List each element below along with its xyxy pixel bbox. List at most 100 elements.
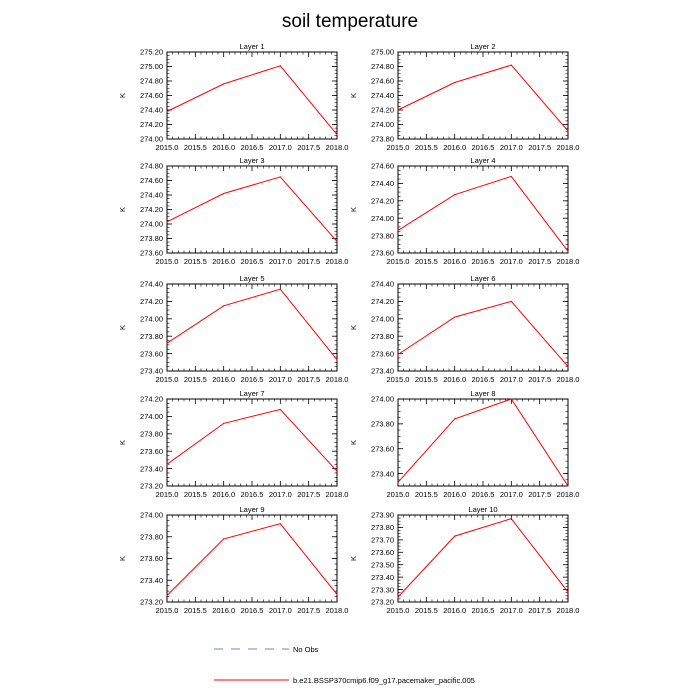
x-tick-label: 2016.0 (212, 143, 235, 152)
panel-title: Layer 2 (470, 42, 495, 51)
y-tick-label: 273.80 (140, 430, 163, 439)
data-point (279, 288, 281, 290)
x-tick-label: 2017.5 (528, 257, 551, 266)
x-tick-label: 2015.0 (156, 375, 179, 384)
data-point (397, 229, 399, 231)
panel-layer-6: Layer 6 K 2015.0 2015.5 2016.0 2016.5 2017.0 20… (349, 274, 579, 384)
y-tick-label: 274.80 (140, 77, 163, 86)
x-tick-label: 2015.0 (387, 257, 410, 266)
x-tick-label: 2017.5 (297, 490, 320, 499)
x-tick-label: 2018.0 (326, 375, 349, 384)
panel-title: Layer 7 (239, 389, 264, 398)
x-tick-label: 2015.0 (387, 143, 410, 152)
y-tick-label: 273.50 (371, 560, 394, 569)
y-tick-label: 274.00 (140, 511, 163, 520)
series-line (397, 175, 569, 252)
data-point (567, 130, 569, 132)
y-tick-label: 274.40 (140, 191, 163, 200)
data-point (454, 535, 456, 537)
data-point (166, 221, 168, 223)
y-tick-label: 273.80 (140, 234, 163, 243)
y-axis-label: K (118, 325, 127, 330)
y-tick-label: 273.60 (140, 447, 163, 456)
y-tick-label: 275.00 (371, 48, 394, 57)
series-line (166, 288, 338, 361)
y-tick-label: 273.80 (371, 135, 394, 144)
panel-layer-7: Layer 7 K 2015.0 2015.5 2016.0 2016.5 2017.0 20… (118, 389, 348, 499)
plot-frame (166, 398, 338, 487)
plot-frame (166, 51, 338, 140)
y-tick-label: 273.20 (371, 598, 394, 607)
x-tick-label: 2017.0 (500, 606, 523, 615)
x-tick-label: 2015.5 (415, 143, 438, 152)
series-line (397, 300, 569, 367)
x-tick-label: 2015.5 (184, 143, 207, 152)
data-point (336, 359, 338, 361)
y-axis-label: K (349, 93, 358, 98)
panel-layer-9: Layer 9 K 2015.0 2015.5 2016.0 2016.5 2017.0 20… (118, 505, 348, 615)
data-point (279, 408, 281, 411)
y-tick-label: 274.20 (140, 205, 163, 214)
y-tick-label: 273.40 (140, 576, 163, 585)
x-tick-label: 2017.5 (297, 143, 320, 152)
y-tick-label: 274.00 (371, 120, 394, 129)
data-point (567, 485, 569, 487)
data-point (510, 518, 512, 520)
data-point (454, 316, 456, 318)
x-tick-label: 2015.0 (156, 257, 179, 266)
x-tick-label: 2018.0 (557, 606, 580, 615)
panel-layer-4: Layer 4 K 2015.0 2015.5 2016.0 2016.5 2017.0 20… (349, 156, 579, 266)
x-tick-label: 2016.0 (212, 490, 235, 499)
x-tick-label: 2015.0 (156, 606, 179, 615)
x-tick-label: 2015.5 (415, 606, 438, 615)
y-tick-label: 273.80 (140, 332, 163, 341)
x-tick-label: 2017.0 (500, 375, 523, 384)
x-tick-label: 2018.0 (326, 606, 349, 615)
y-tick-label: 274.80 (371, 62, 394, 71)
y-tick-label: 273.60 (371, 349, 394, 358)
y-tick-label: 273.80 (140, 532, 163, 541)
x-tick-label: 2018.0 (557, 375, 580, 384)
data-point (397, 353, 399, 356)
x-tick-label: 2016.0 (443, 143, 466, 152)
data-point (223, 83, 225, 85)
panel-layer-1: Layer 1 K 2015.0 2015.5 2016.0 2016.5 2017.0 20… (118, 42, 348, 152)
y-tick-label: 273.60 (371, 444, 394, 453)
x-tick-label: 2016.5 (241, 490, 264, 499)
x-tick-label: 2015.5 (415, 375, 438, 384)
data-point (166, 110, 168, 113)
data-point (510, 64, 512, 66)
data-point (223, 538, 225, 540)
x-tick-label: 2015.5 (184, 490, 207, 499)
x-tick-label: 2016.0 (443, 375, 466, 384)
x-tick-label: 2017.5 (528, 143, 551, 152)
x-tick-label: 2018.0 (326, 257, 349, 266)
y-tick-label: 274.40 (371, 179, 394, 188)
x-tick-label: 2017.0 (500, 490, 523, 499)
y-tick-label: 273.40 (140, 464, 163, 473)
data-point (166, 463, 168, 465)
legend-obs-label: No Obs (293, 645, 319, 654)
data-point (510, 175, 512, 178)
y-axis-label: K (118, 440, 127, 445)
y-tick-label: 273.70 (371, 536, 394, 545)
x-tick-label: 2016.0 (212, 606, 235, 615)
y-tick-label: 273.30 (371, 585, 394, 594)
x-tick-label: 2016.0 (212, 257, 235, 266)
x-tick-label: 2016.5 (241, 606, 264, 615)
y-axis-label: K (349, 556, 358, 561)
panel-title: Layer 3 (239, 156, 264, 165)
data-point (336, 470, 338, 472)
y-tick-label: 273.40 (140, 367, 163, 376)
x-tick-label: 2017.0 (500, 143, 523, 152)
data-point (510, 300, 512, 302)
data-point (279, 523, 281, 525)
y-tick-label: 274.00 (140, 135, 163, 144)
y-tick-label: 274.60 (371, 162, 394, 171)
plot-frame (397, 165, 569, 254)
x-tick-label: 2015.5 (184, 375, 207, 384)
x-tick-label: 2017.0 (269, 490, 292, 499)
y-tick-label: 273.40 (371, 573, 394, 582)
y-tick-label: 273.60 (140, 349, 163, 358)
y-tick-label: 274.20 (140, 120, 163, 129)
